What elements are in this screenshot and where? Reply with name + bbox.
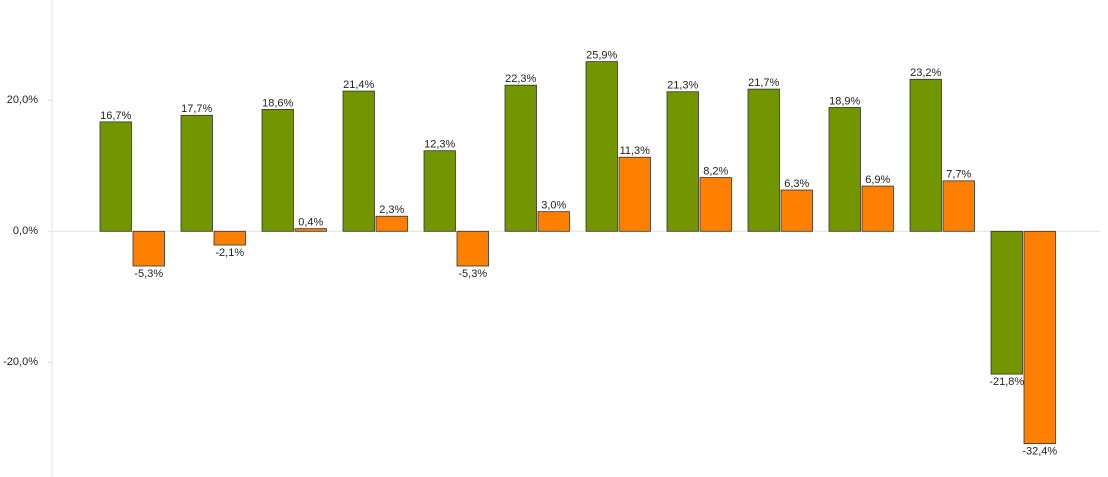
- value-label: 21,7%: [748, 77, 779, 89]
- bar: [213, 230, 246, 246]
- value-label: 25,9%: [586, 49, 617, 61]
- value-label: 18,9%: [829, 95, 860, 107]
- value-label: 3,0%: [541, 200, 566, 212]
- value-label: 11,3%: [620, 145, 651, 157]
- value-label: -5,3%: [458, 268, 487, 280]
- bar: [504, 84, 537, 232]
- bar: [342, 90, 375, 232]
- value-label: 21,4%: [343, 79, 374, 91]
- bar: [828, 107, 861, 232]
- value-label: 17,7%: [181, 103, 212, 115]
- bar: [537, 211, 570, 232]
- value-label: 6,3%: [784, 178, 809, 190]
- y-tick-label: -20,0%: [3, 356, 38, 368]
- value-label: 2,3%: [379, 204, 404, 216]
- bar: [375, 215, 408, 232]
- value-label: 7,7%: [946, 169, 971, 181]
- bar: [618, 156, 651, 232]
- value-label: -32,4%: [1022, 445, 1057, 457]
- value-label: 18,6%: [262, 97, 293, 109]
- bar: [942, 180, 975, 232]
- value-label: 8,2%: [703, 165, 728, 177]
- bar: [294, 228, 327, 232]
- value-label: 16,7%: [100, 110, 131, 122]
- y-tick-label: 0,0%: [13, 225, 38, 237]
- value-label: 6,9%: [865, 174, 890, 186]
- bar: [261, 109, 294, 232]
- bar: [99, 121, 132, 232]
- y-tick-label: 20,0%: [7, 94, 38, 106]
- value-label: 22,3%: [505, 73, 536, 85]
- bar: [132, 230, 165, 267]
- bar: [909, 78, 942, 232]
- bar: [861, 185, 894, 232]
- bar: [180, 114, 213, 232]
- value-label: -5,3%: [134, 268, 163, 280]
- bar: [780, 189, 813, 232]
- value-label: 0,4%: [298, 217, 323, 229]
- bar: [990, 230, 1023, 375]
- value-label: 12,3%: [424, 139, 455, 151]
- value-label: 21,3%: [667, 80, 698, 92]
- bar: [1023, 230, 1056, 444]
- bar: [423, 150, 456, 232]
- value-label: 23,2%: [910, 67, 941, 79]
- bar: [456, 230, 489, 267]
- bar: [747, 88, 780, 232]
- bar: [666, 91, 699, 232]
- bar: [699, 177, 732, 232]
- value-label: -21,8%: [989, 376, 1024, 388]
- bar: [585, 61, 618, 232]
- value-label: -2,1%: [215, 247, 244, 259]
